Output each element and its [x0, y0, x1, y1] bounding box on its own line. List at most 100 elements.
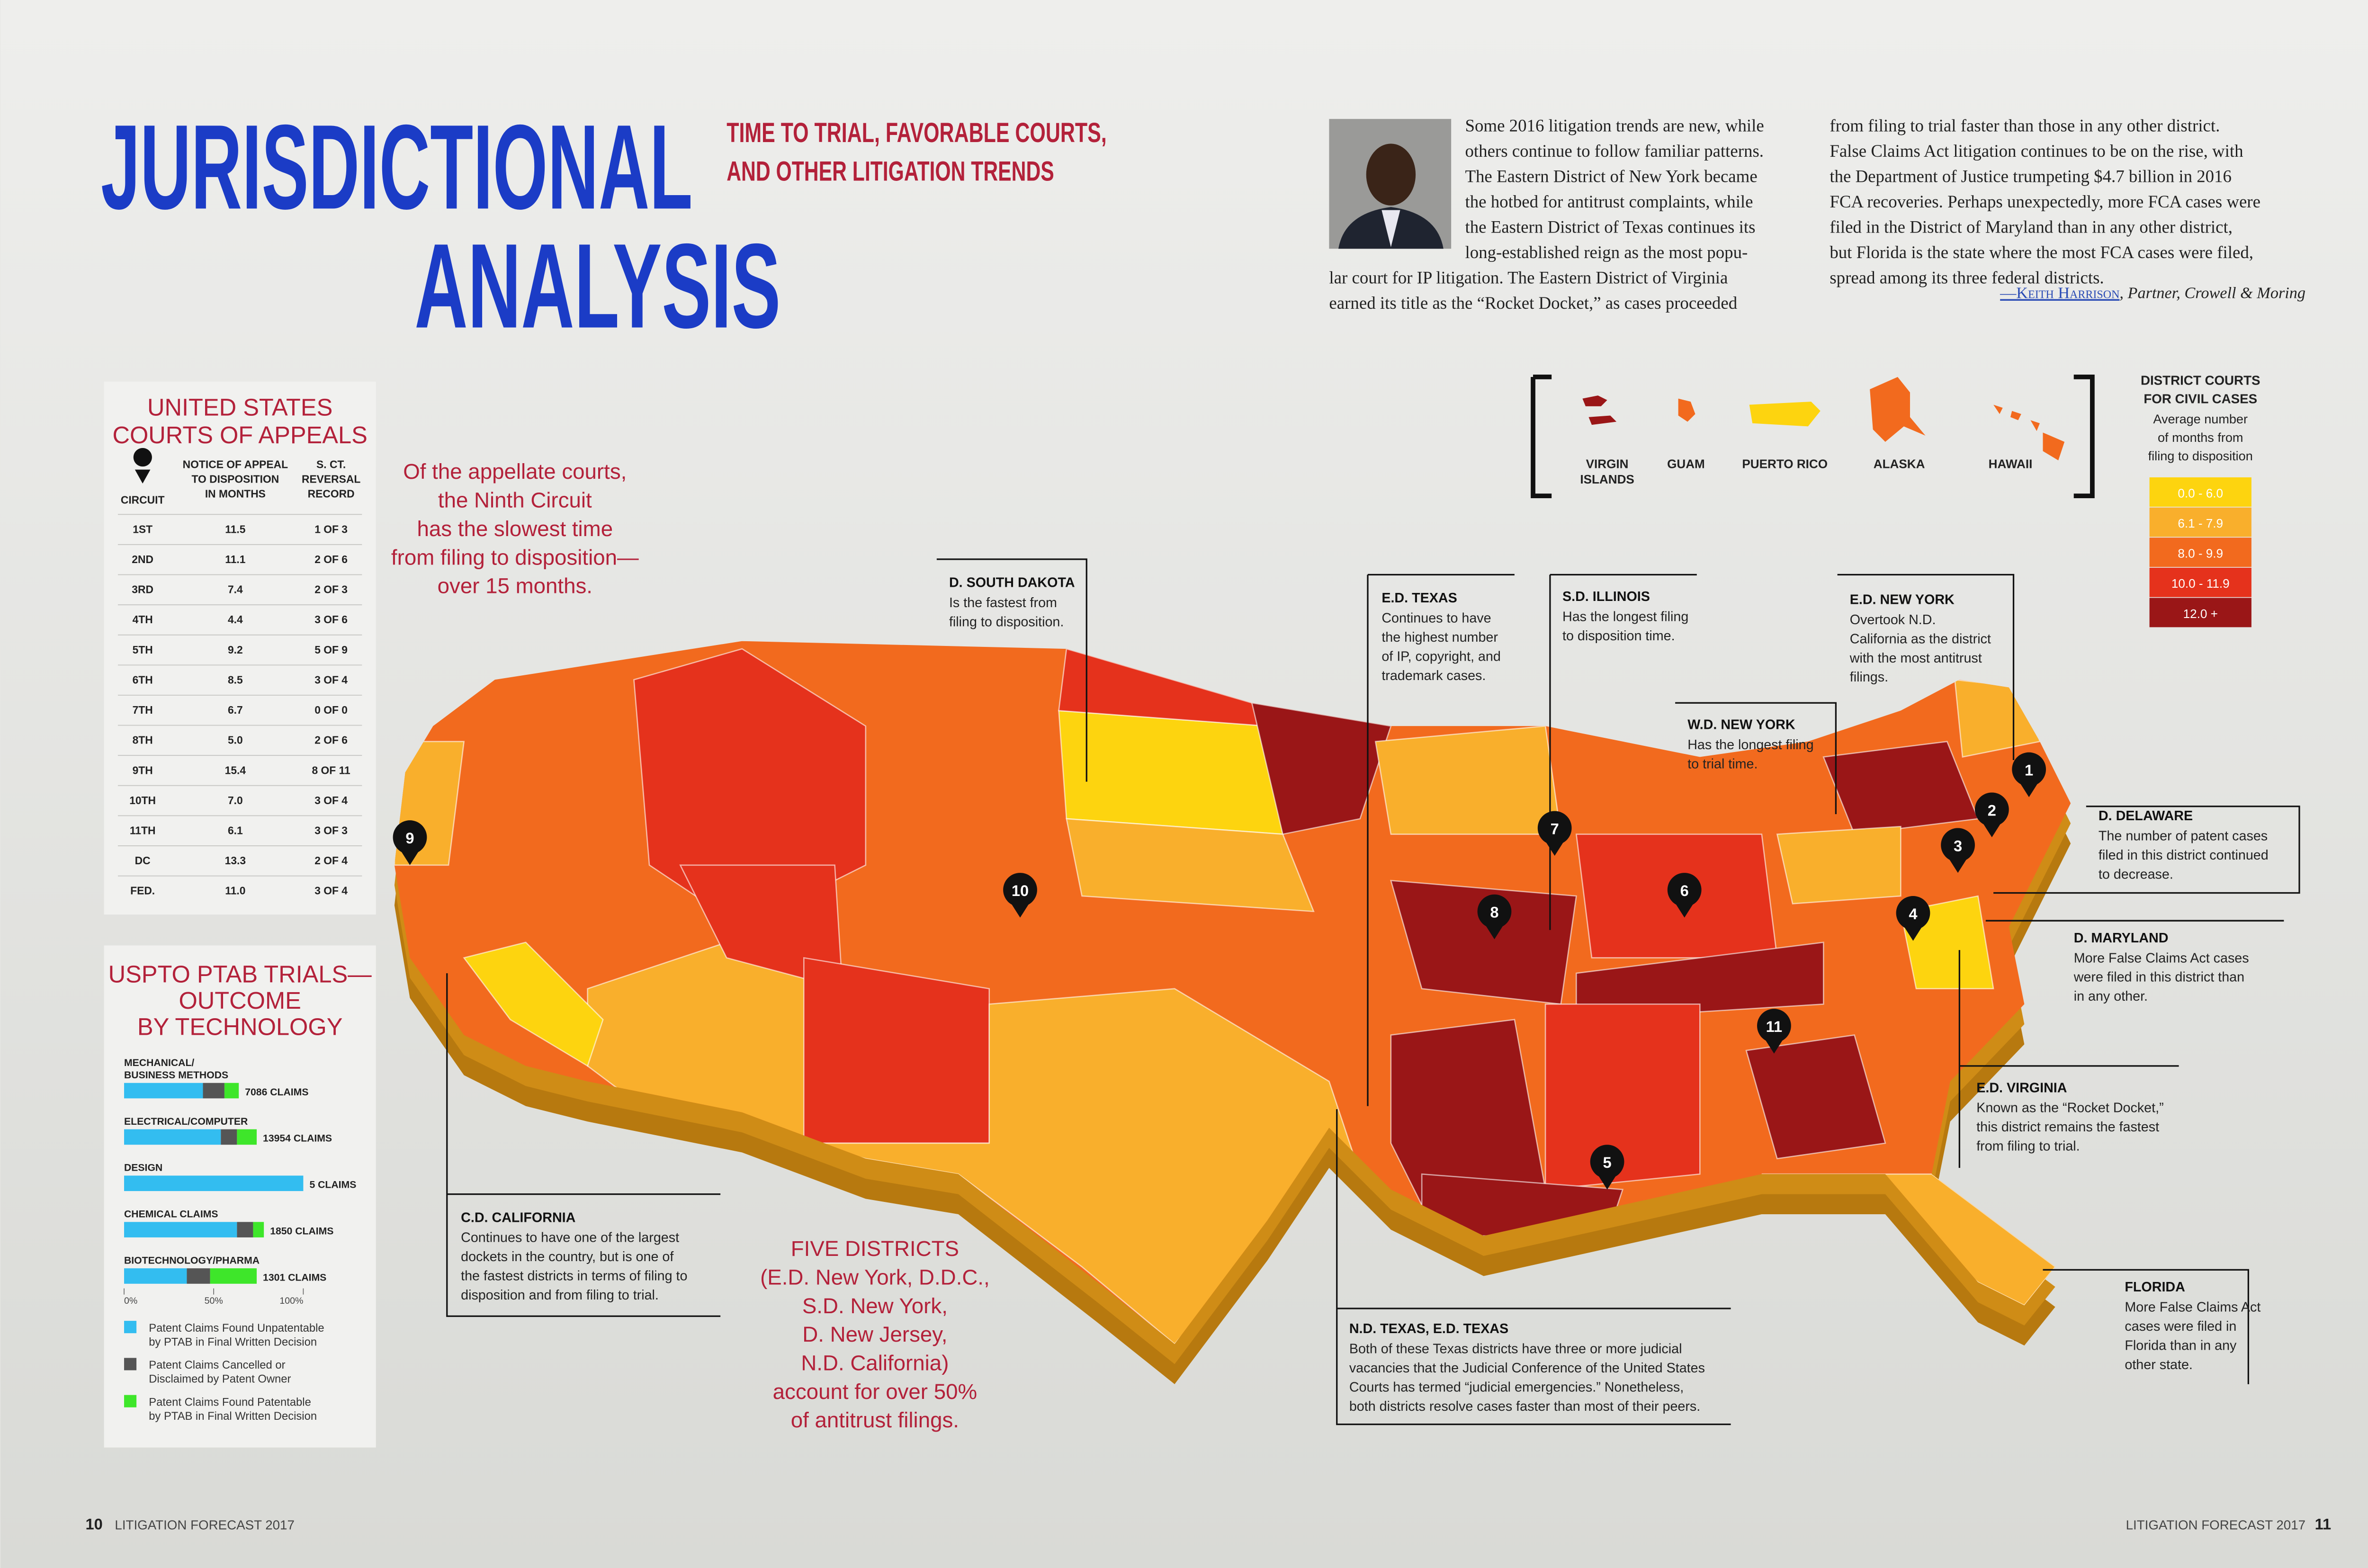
leader-line — [2043, 1269, 2249, 1384]
intro-line: FCA recoveries. Perhaps unexpectedly, mo… — [1830, 192, 2260, 211]
table-cell: 6.1 — [228, 824, 243, 837]
ptab-bar-segment — [124, 1222, 237, 1237]
circuit-marker — [1667, 873, 1702, 907]
legend-label: Patent Claims Cancelled or — [149, 1359, 285, 1371]
table-cell: 10TH — [129, 794, 156, 806]
leader-line — [1993, 806, 2300, 894]
table-cell: FED. — [130, 885, 155, 897]
legend-label: Patent Claims Found Patentable — [149, 1396, 311, 1408]
page-number: 11 — [2315, 1515, 2331, 1532]
map-legend-title: DISTRICT COURTS — [2141, 373, 2260, 387]
ptab-claims: 1301 CLAIMS — [263, 1272, 326, 1283]
circuit-number: 11 — [1766, 1018, 1782, 1035]
circuit-number: 3 — [1954, 837, 1962, 854]
ptab-claims: 5 CLAIMS — [309, 1180, 356, 1191]
table-cell: 2 OF 3 — [314, 583, 348, 596]
table-header: RECORD — [308, 487, 355, 500]
table-cell: 7.4 — [228, 583, 243, 596]
intro-line: the hotbed for antitrust complaints, whi… — [1465, 192, 1753, 211]
circuit-number: 1 — [2025, 762, 2033, 779]
table-header: NOTICE OF APPEAL — [183, 458, 288, 470]
author-role: , Partner, Crowell & Moring — [2119, 284, 2305, 302]
table-cell: 11.1 — [225, 553, 245, 565]
circuit-number: 6 — [1680, 882, 1689, 899]
callout-text: of IP, copyright, and — [1381, 649, 1500, 664]
intro-line: the Department of Justice trumpeting $4.… — [1830, 166, 2232, 186]
callout-text: The number of patent cases — [2099, 829, 2268, 844]
appeals-title: UNITED STATES — [147, 394, 332, 421]
circuit-marker — [1537, 811, 1572, 845]
legend-bin-label: 8.0 - 9.9 — [2178, 547, 2223, 561]
axis-tick-label: 0% — [124, 1296, 137, 1306]
callout-text: to trial time. — [1687, 757, 1758, 772]
axis-tick-label: 100% — [279, 1296, 303, 1306]
pin-icon — [133, 448, 152, 484]
leader-line — [1367, 573, 1515, 1106]
table-cell: 4.4 — [228, 613, 243, 626]
table-header: IN MONTHS — [205, 487, 266, 500]
circuit-number: 10 — [1012, 882, 1029, 899]
table-header: S. CT. — [316, 458, 346, 470]
map-region — [803, 988, 1361, 1344]
table-header: REVERSAL — [302, 473, 360, 485]
circuit-marker — [1896, 896, 1930, 930]
antitrust-quote: S.D. New York, — [802, 1294, 948, 1318]
map-region — [463, 941, 604, 1067]
intro-line: The Eastern District of New York became — [1465, 166, 1757, 186]
running-title: LITIGATION FORECAST 2017 — [115, 1517, 294, 1532]
leader-line — [1336, 1109, 1731, 1425]
ptab-category: ELECTRICAL/COMPUTER — [124, 1116, 248, 1127]
antitrust-quote: (E.D. New York, D.D.C., — [760, 1265, 990, 1289]
callout-title: C.D. CALIFORNIA — [461, 1210, 575, 1225]
table-cell: 2 OF 6 — [314, 734, 348, 746]
callout-title: E.D. TEXAS — [1381, 591, 1457, 606]
leader-line — [1549, 573, 1697, 930]
callout-text: dockets in the country, but is one of — [461, 1249, 674, 1264]
ptab-bar-segment — [124, 1083, 203, 1099]
intro-line: long-established reign as the most popu- — [1465, 242, 1748, 262]
callout-text: trademark cases. — [1381, 668, 1486, 683]
map-legend-text: Average number — [2153, 412, 2248, 426]
table-cell: 11.0 — [225, 885, 245, 897]
callout-title: N.D. TEXAS, E.D. TEXAS — [1349, 1321, 1508, 1336]
table-cell: 8 OF 11 — [312, 764, 351, 776]
table-cell: 3 OF 4 — [314, 673, 348, 686]
map-region — [1066, 818, 1315, 913]
intro-line: the Eastern District of Texas continues … — [1465, 217, 1755, 236]
territory-label: VIRGIN — [1586, 457, 1629, 471]
circuit-number: 2 — [1988, 801, 1996, 819]
ptab-bar-segment — [124, 1175, 304, 1192]
ptab-category: MECHANICAL/ — [124, 1057, 194, 1068]
territory-label: ISLANDS — [1580, 472, 1634, 486]
ptab-claims: 13954 CLAIMS — [263, 1133, 332, 1144]
ptab-bar-segment — [124, 1129, 221, 1145]
map-legend-title: FOR CIVIL CASES — [2144, 391, 2257, 406]
ptab-category: CHEMICAL CLAIMS — [124, 1209, 218, 1220]
table-cell: 6.7 — [228, 704, 243, 716]
appellate-quote: over 15 months. — [438, 574, 592, 598]
callout-text: disposition and from filing to trial. — [461, 1288, 659, 1303]
table-cell: 2 OF 4 — [314, 854, 348, 867]
legend-swatch — [124, 1321, 137, 1334]
table-cell: 6TH — [133, 673, 153, 686]
table-cell: 8TH — [133, 734, 153, 746]
circuit-marker — [393, 820, 427, 854]
callout-text: California as the district — [1850, 631, 1991, 646]
title-line1: JURISDICTIONAL — [101, 99, 692, 234]
legend-bin-label: 12.0 + — [2183, 607, 2218, 621]
intro-line: spread among its three federal districts… — [1830, 268, 2104, 287]
callout-title: E.D. NEW YORK — [1850, 592, 1955, 607]
table-cell: 3 OF 3 — [314, 824, 348, 837]
table-cell: 1 OF 3 — [314, 523, 348, 535]
leader-line — [1837, 573, 2015, 760]
legend-bin-label: 6.1 - 7.9 — [2178, 516, 2223, 530]
callout-text: Florida than in any — [2125, 1338, 2237, 1353]
legend-swatch — [2149, 598, 2251, 627]
map-region — [1251, 702, 1392, 835]
map-region — [1058, 710, 1284, 835]
author-name: —Keith Harrison — [2000, 284, 2119, 302]
subtitle-line2: AND OTHER LITIGATION TRENDS — [727, 156, 1054, 187]
territory-label: GUAM — [1667, 457, 1705, 471]
circuit-marker — [1477, 894, 1512, 929]
